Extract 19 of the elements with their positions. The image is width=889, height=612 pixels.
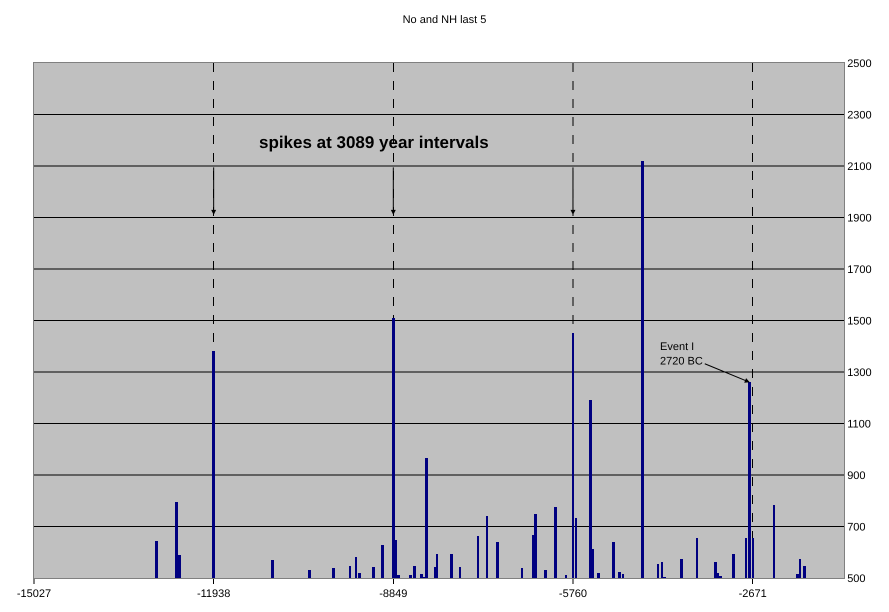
y-tick-label: 1100	[847, 418, 871, 430]
annotation: spikes at 3089 year intervals	[259, 133, 489, 152]
chart-title: No and NH last 5	[402, 14, 486, 26]
y-tick-label: 1300	[847, 366, 872, 379]
y-tick-label: 1500	[847, 315, 872, 328]
x-tick-label: -15027	[16, 588, 52, 600]
x-tick-label: -2671	[738, 588, 767, 600]
y-tick-label: 2100	[847, 160, 872, 173]
y-tick-label: 500	[847, 572, 866, 585]
annotation: Event I 2720 BC	[660, 341, 703, 368]
x-tick-label: -5760	[558, 588, 588, 600]
y-tick-label: 1700	[847, 264, 872, 276]
y-tick-label: 2500	[847, 58, 872, 70]
y-tick-label: 1900	[847, 212, 872, 224]
x-tick-label: -11938	[196, 588, 230, 600]
y-tick-label: 700	[847, 521, 866, 534]
x-tick-label: -8849	[379, 588, 408, 600]
y-tick-label: 2300	[847, 109, 872, 122]
y-tick-label: 900	[847, 470, 866, 482]
